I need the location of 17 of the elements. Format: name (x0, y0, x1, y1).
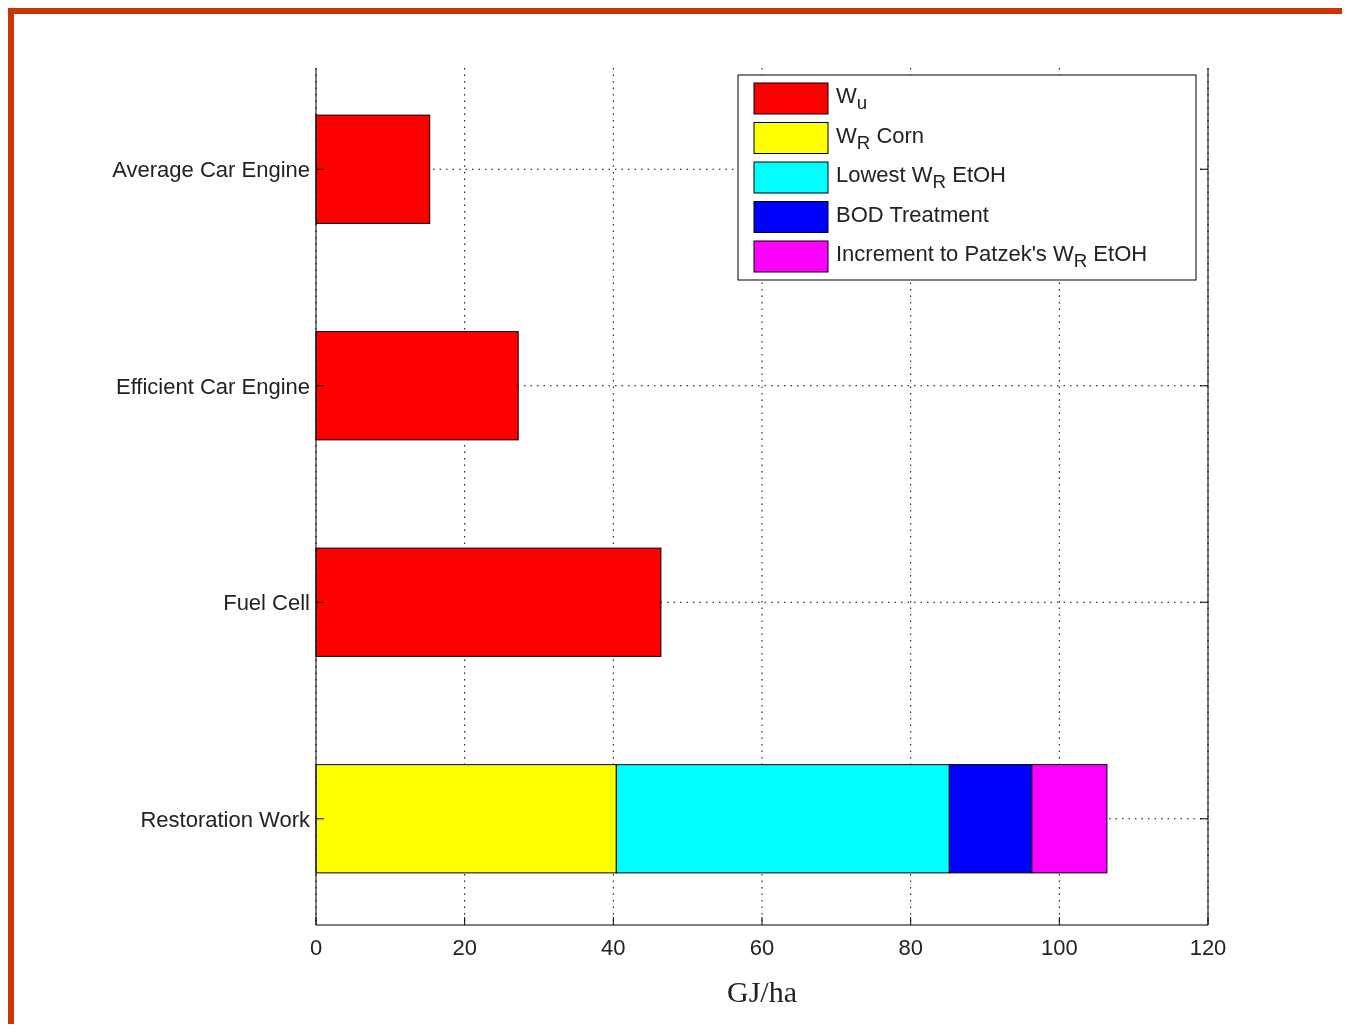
legend-label: W$_{u}$ (836, 83, 868, 113)
x-tick-label: 20 (452, 935, 477, 960)
x-tick-label: 100 (1040, 935, 1078, 960)
y-tick-label: Restoration Work (140, 806, 311, 832)
legend-label: Lowest W$_{R}$ EtOH (836, 162, 1006, 192)
y-tick-label: Efficient Car Engine (115, 373, 310, 399)
legend-label: W$_{R}$ Corn (836, 122, 925, 153)
x-tick-label: 120 (1189, 935, 1227, 960)
x-tick-label: 40 (601, 935, 626, 960)
legend-label: Increment to Patzek's W$_{R}$ EtOH (836, 241, 1148, 271)
x-axis-title: GJ/ha (727, 975, 797, 1008)
y-tick-label: Average Car Engine (112, 157, 310, 183)
x-tick-label: 80 (898, 935, 923, 960)
y-tick-label: Fuel Cell (223, 590, 310, 616)
x-tick-label: 0 (309, 935, 323, 960)
x-tick-label: 60 (749, 935, 775, 960)
legend-label: BOD Treatment (836, 201, 989, 227)
